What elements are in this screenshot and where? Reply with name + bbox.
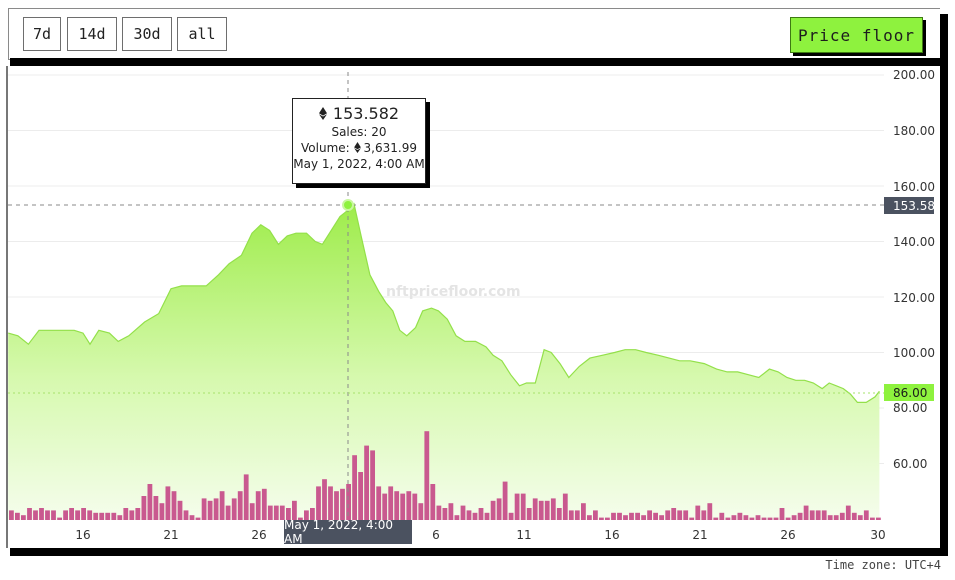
y-tick-60: 60.00 [893, 457, 928, 471]
price-floor-button[interactable]: Price floor [790, 17, 923, 53]
x-tick: 6 [432, 528, 440, 542]
y-tick-200: 200.00 [893, 68, 935, 82]
range-7d-button[interactable]: 7d [23, 17, 61, 51]
y-tick-140: 140.00 [893, 235, 935, 249]
y-tick-100: 100.00 [893, 346, 935, 360]
tooltip-sales: Sales: 20 [331, 125, 387, 139]
crosshair-price-tag: 153.58 [884, 197, 935, 214]
volume-bars [9, 431, 881, 520]
y-tick-160: 160.00 [893, 180, 935, 194]
chart-shadow-bottom [10, 548, 948, 556]
timezone-label: Time zone: UTC+4 [825, 558, 941, 572]
current-price-tag: 86.00 [884, 384, 934, 401]
x-tick: 21 [163, 528, 179, 542]
chart-shadow-right [940, 66, 948, 556]
x-tick: 11 [516, 528, 532, 542]
tooltip-price-row: 153.582 [293, 104, 425, 123]
range-14d-button[interactable]: 14d [67, 17, 117, 51]
hover-point-marker [342, 199, 354, 211]
toolbar-shadow-right [940, 14, 948, 66]
y-tick-180: 180.00 [893, 124, 935, 138]
range-all-button[interactable]: all [177, 17, 227, 51]
tooltip-volume-value: 3,631.99 [363, 141, 417, 155]
range-30d-button[interactable]: 30d [122, 17, 172, 51]
eth-icon [318, 107, 327, 120]
price-area [8, 203, 880, 521]
hover-tooltip: 153.582 Sales: 20 Volume: 3,631.99 May 1… [292, 98, 426, 184]
toolbar-shadow [10, 58, 948, 66]
x-tick: 16 [604, 528, 620, 542]
tooltip-datetime: May 1, 2022, 4:00 AM [293, 157, 425, 171]
watermark: nftpricefloor.com [386, 284, 521, 300]
eth-icon [353, 142, 361, 153]
tooltip-volume-label: Volume: [301, 141, 350, 155]
x-tick: 16 [75, 528, 91, 542]
y-tick-120: 120.00 [893, 291, 935, 305]
x-tick: 26 [251, 528, 267, 542]
crosshair-date-tag: May 1, 2022, 4:00 AM [284, 518, 412, 546]
tooltip-price: 153.582 [332, 104, 400, 123]
x-tick: 30 [870, 528, 886, 542]
tooltip-volume-row: Volume: 3,631.99 [293, 141, 425, 155]
y-tick-80: 80.00 [893, 401, 928, 415]
x-tick: 21 [692, 528, 708, 542]
price-line [8, 202, 880, 403]
x-tick: 26 [780, 528, 796, 542]
